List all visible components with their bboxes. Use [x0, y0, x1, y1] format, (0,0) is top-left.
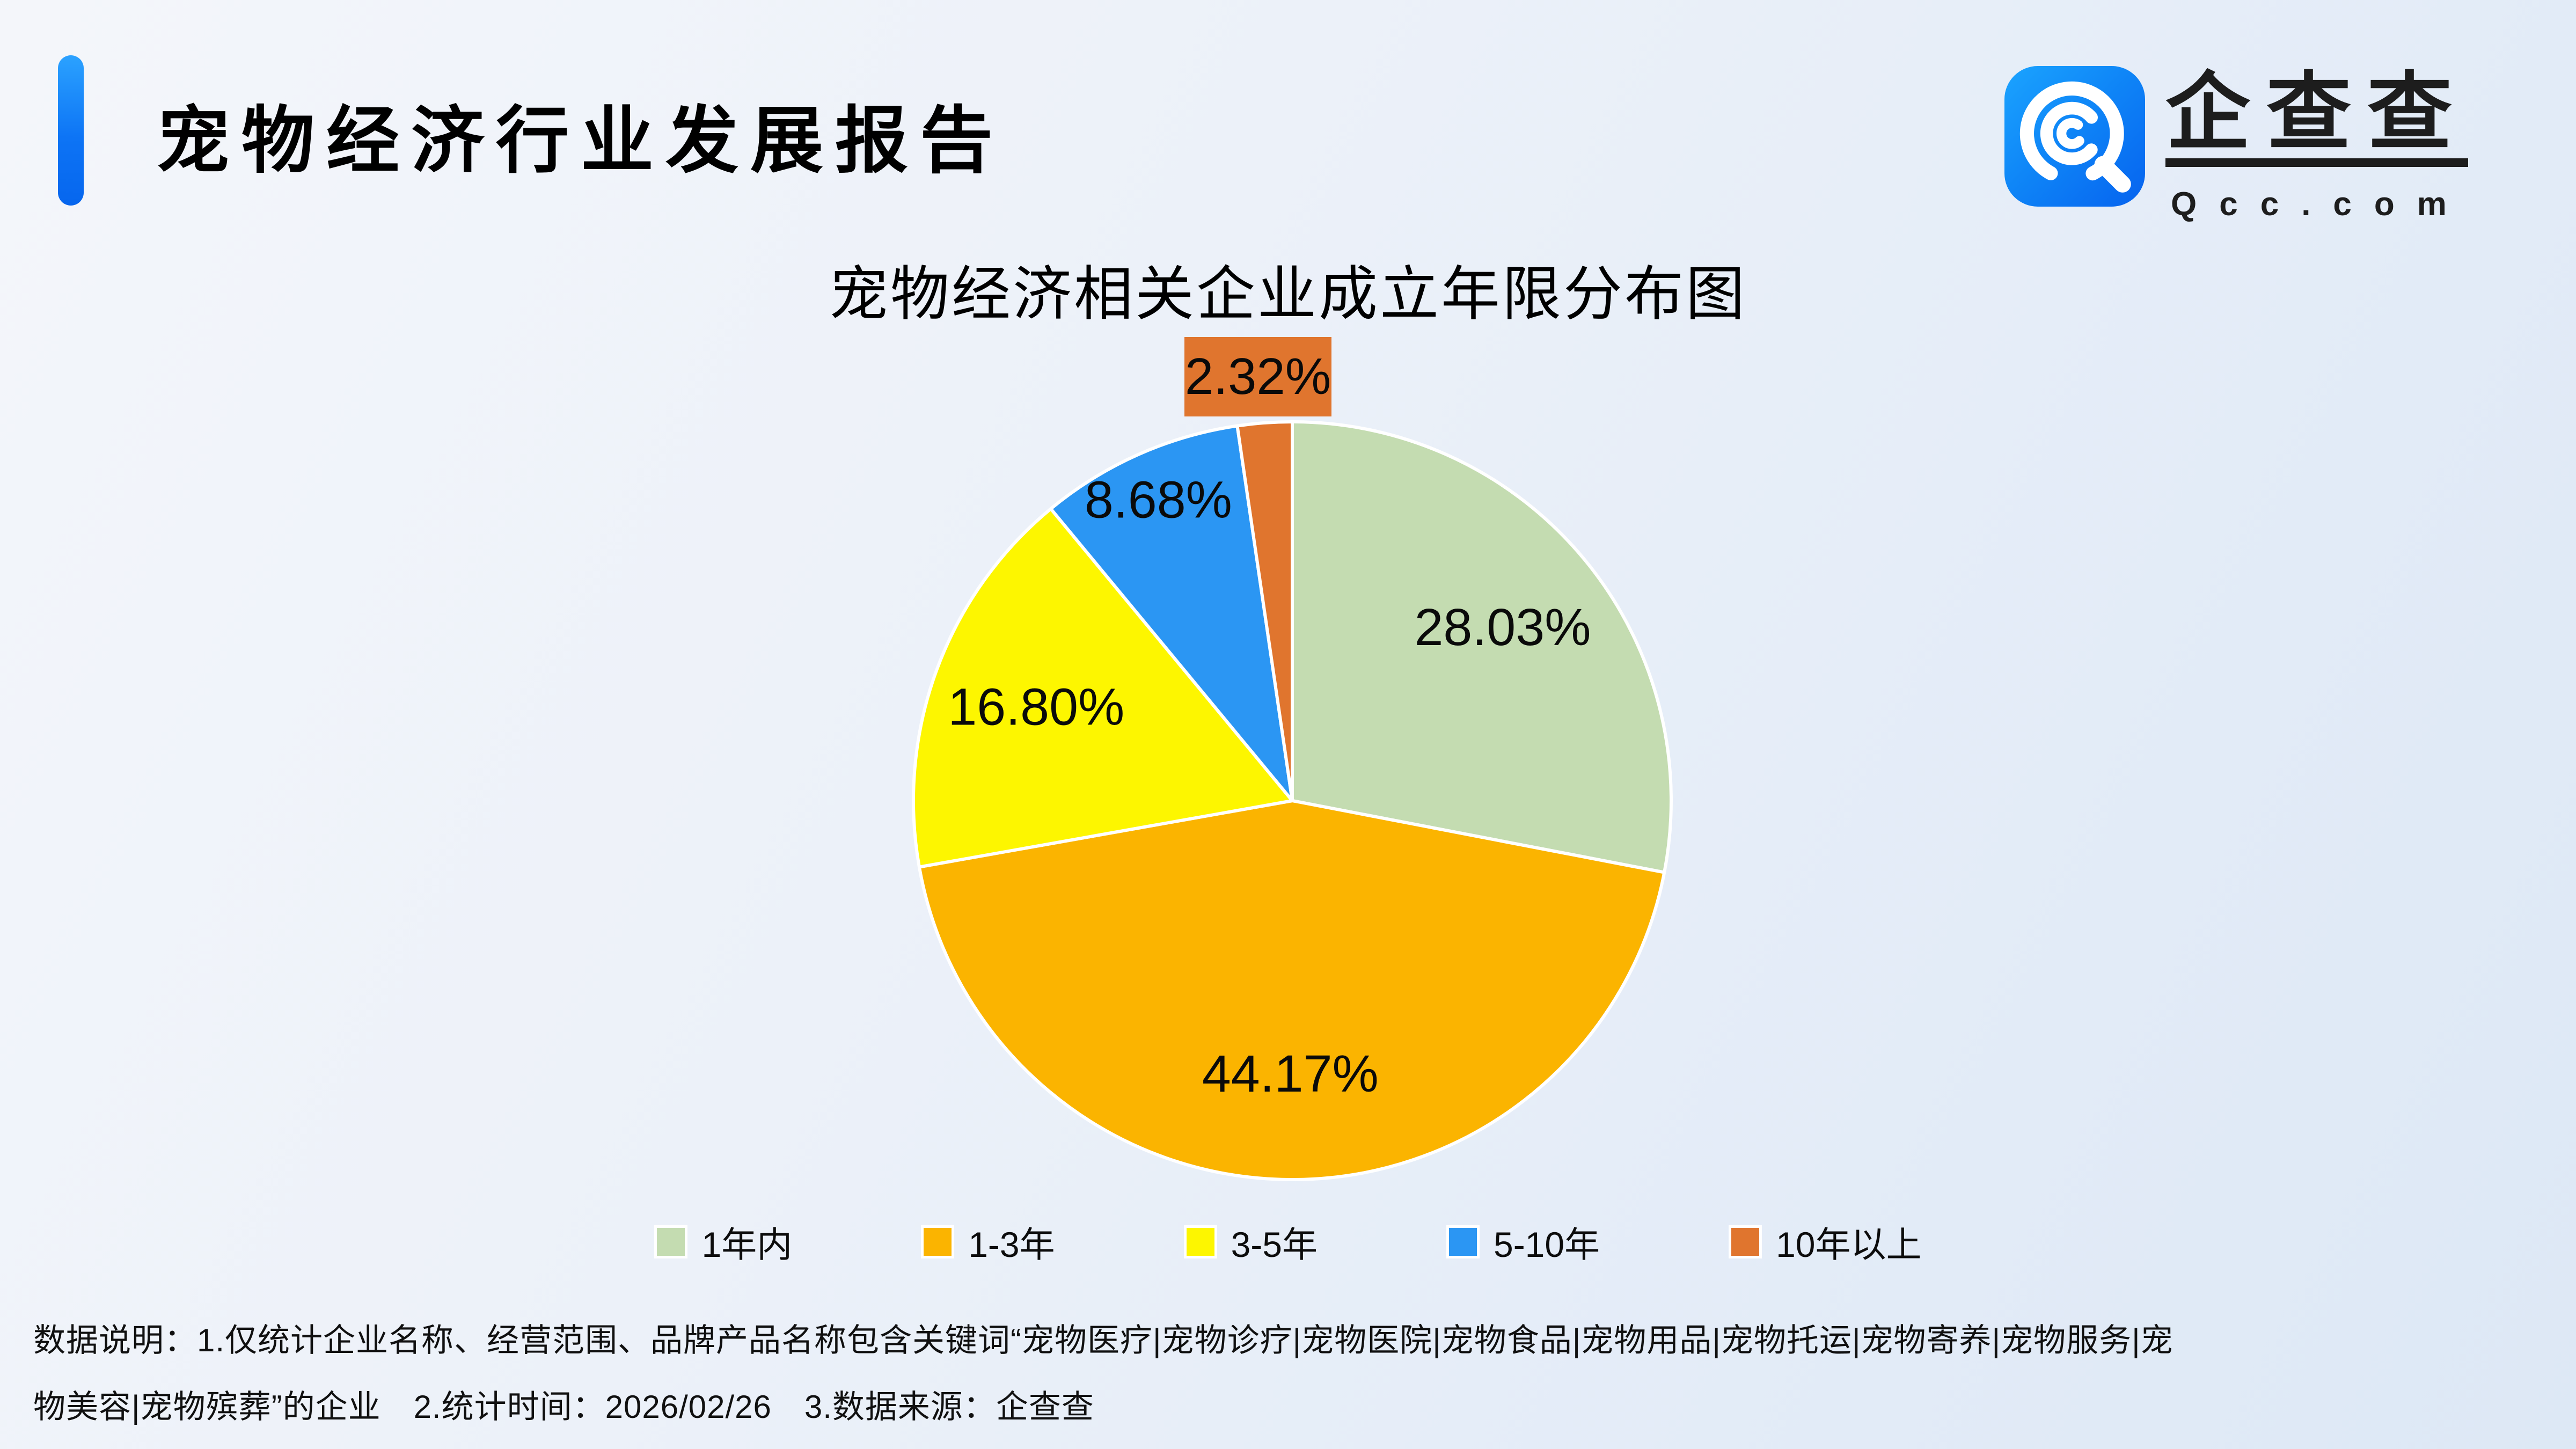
legend-item-4: 10年以上 [1729, 1216, 1922, 1268]
callout-10yr-plus: 2.32% [1184, 337, 1331, 416]
brand-domain-text: Qcc.com [2171, 186, 2469, 223]
pie-label-0: 28.03% [1414, 598, 1591, 656]
legend-label-2: 3-5年 [1231, 1225, 1318, 1264]
title-accent-bar [58, 55, 84, 206]
legend-label-3: 5-10年 [1493, 1225, 1600, 1264]
pie-slice-0 [1291, 420, 1673, 874]
pie-slice-3 [1049, 424, 1294, 802]
legend-label-0: 1年内 [701, 1225, 793, 1264]
pie-label-3: 8.68% [1085, 470, 1232, 529]
chart-legend: 1年内 1-3年 3-5年 5-10年 10年以上 [0, 1216, 2576, 1268]
pie-label-2: 16.80% [948, 677, 1124, 736]
legend-swatch-4 [1729, 1225, 1762, 1258]
legend-item-0: 1年内 [654, 1216, 792, 1268]
chart-title: 宠物经济相关企业成立年限分布图 [829, 261, 1747, 327]
pie-slice-4 [1235, 420, 1294, 802]
footer-line-1: 数据说明：1.仅统计企业名称、经营范围、品牌产品名称包含关键词“宠物医疗|宠物诊… [33, 1322, 2174, 1358]
legend-swatch-2 [1183, 1225, 1217, 1258]
legend-item-1: 1-3年 [921, 1216, 1055, 1268]
report-title: 宠物经济行业发展报告 [157, 100, 1005, 181]
footer-note: 数据说明：1.仅统计企业名称、经营范围、品牌产品名称包含关键词“宠物医疗|宠物诊… [33, 1307, 2550, 1440]
legend-item-3: 5-10年 [1446, 1216, 1600, 1268]
legend-label-4: 10年以上 [1776, 1225, 1922, 1264]
qcc-spiral-icon [2019, 81, 2131, 193]
qcc-app-icon [2004, 66, 2145, 207]
legend-swatch-0 [654, 1225, 688, 1258]
brand-logo: 企查查 Qcc.com [2004, 66, 2514, 243]
footer-line-2: 物美容|宠物殡葬”的企业 2.统计时间：2026/02/26 3.数据来源：企查… [33, 1389, 1094, 1425]
pie-label-1: 44.17% [1202, 1044, 1379, 1103]
legend-label-1: 1-3年 [968, 1225, 1055, 1264]
legend-item-2: 3-5年 [1183, 1216, 1318, 1268]
legend-swatch-3 [1446, 1225, 1480, 1258]
pie-slice-2 [912, 507, 1294, 869]
pie-slice-1 [917, 799, 1666, 1181]
legend-swatch-1 [921, 1225, 955, 1258]
brand-name-text: 企查查 [2165, 70, 2468, 167]
